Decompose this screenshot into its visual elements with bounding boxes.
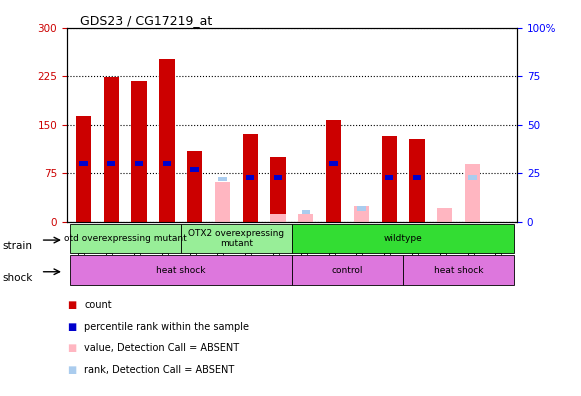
Bar xyxy=(292,255,403,285)
Text: shock: shock xyxy=(3,273,33,283)
Bar xyxy=(382,136,397,222)
Bar xyxy=(270,214,286,222)
Bar xyxy=(246,175,254,179)
Text: control: control xyxy=(332,266,363,275)
Text: heat shock: heat shock xyxy=(156,266,206,275)
Text: strain: strain xyxy=(3,242,33,251)
Bar xyxy=(131,82,147,222)
Bar xyxy=(326,120,341,222)
Bar xyxy=(218,177,227,181)
Bar xyxy=(70,255,292,285)
Bar xyxy=(410,139,425,222)
Text: ■: ■ xyxy=(67,343,76,354)
Bar xyxy=(187,150,202,222)
Text: percentile rank within the sample: percentile rank within the sample xyxy=(84,322,249,332)
Bar xyxy=(79,161,88,166)
Bar xyxy=(403,255,514,285)
Bar xyxy=(270,157,286,222)
Text: value, Detection Call = ABSENT: value, Detection Call = ABSENT xyxy=(84,343,239,354)
Bar xyxy=(385,175,393,179)
Text: ■: ■ xyxy=(67,322,76,332)
Bar xyxy=(103,77,119,222)
Text: rank, Detection Call = ABSENT: rank, Detection Call = ABSENT xyxy=(84,365,235,375)
Text: heat shock: heat shock xyxy=(434,266,483,275)
Text: OTX2 overexpressing
mutant: OTX2 overexpressing mutant xyxy=(188,229,285,248)
Bar xyxy=(354,206,369,222)
Bar xyxy=(274,175,282,179)
Bar xyxy=(413,175,421,179)
Bar xyxy=(437,208,453,222)
Bar xyxy=(468,175,477,179)
Bar xyxy=(191,167,199,172)
Bar xyxy=(70,224,181,253)
Bar xyxy=(298,214,314,222)
Text: ■: ■ xyxy=(67,300,76,310)
Bar xyxy=(163,161,171,166)
Text: GDS23 / CG17219_at: GDS23 / CG17219_at xyxy=(80,13,213,27)
Bar xyxy=(302,209,310,215)
Text: count: count xyxy=(84,300,112,310)
Bar xyxy=(329,161,338,166)
Text: otd overexpressing mutant: otd overexpressing mutant xyxy=(64,234,187,243)
Bar xyxy=(215,182,230,222)
Bar xyxy=(135,161,144,166)
Text: ■: ■ xyxy=(67,365,76,375)
Bar xyxy=(76,116,91,222)
Bar xyxy=(292,224,514,253)
Bar xyxy=(465,164,480,222)
Bar xyxy=(159,59,174,222)
Text: wildtype: wildtype xyxy=(384,234,422,243)
Bar xyxy=(181,224,292,253)
Bar xyxy=(243,134,258,222)
Bar xyxy=(357,206,365,211)
Bar xyxy=(107,161,116,166)
